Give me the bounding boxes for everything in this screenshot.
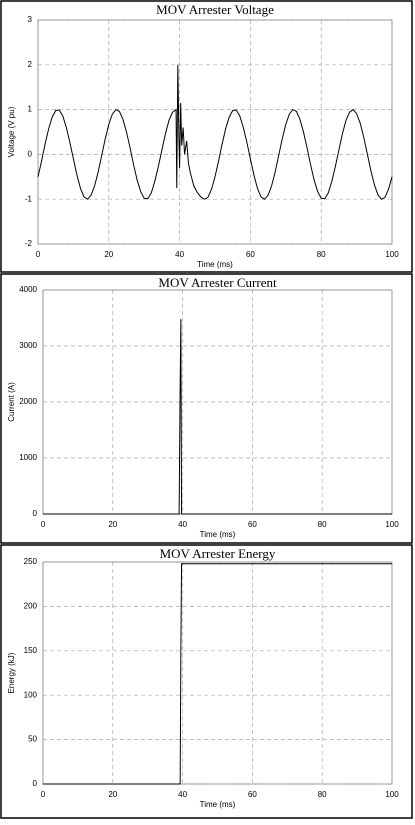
panel-border: [0, 544, 413, 819]
panel-border: [0, 0, 413, 273]
y-tick-label: 1000: [19, 453, 37, 462]
data-line: [43, 563, 392, 785]
x-tick-label: 40: [178, 520, 187, 529]
y-tick-label: 150: [24, 646, 38, 655]
x-tick-label: 80: [318, 790, 327, 799]
x-tick-label: 20: [108, 520, 117, 529]
y-tick-label: 250: [24, 557, 38, 566]
y-axis-label: Energy (kJ): [7, 652, 16, 693]
x-tick-label: 60: [248, 520, 257, 529]
y-tick-label: 50: [28, 735, 37, 744]
chart-title: MOV Arrester Voltage: [156, 2, 274, 17]
x-axis-label: Time (ms): [200, 800, 236, 809]
data-line: [43, 319, 392, 515]
x-tick-label: 0: [41, 520, 46, 529]
y-tick-label: 2: [28, 60, 33, 69]
y-tick-label: 4000: [19, 285, 37, 294]
chart-title: MOV Arrester Energy: [160, 546, 276, 561]
x-tick-label: 20: [104, 250, 113, 259]
x-tick-label: 60: [248, 790, 257, 799]
x-axis-label: Time (ms): [197, 260, 233, 269]
y-axis-label: Voltage (V pu): [7, 106, 16, 157]
x-tick-label: 80: [317, 250, 326, 259]
y-tick-label: 0: [33, 779, 38, 788]
plot-frame: [37, 19, 393, 245]
y-tick-label: -1: [25, 194, 33, 203]
x-tick-label: 100: [385, 250, 399, 259]
y-tick-label: 3: [28, 15, 33, 24]
data-line: [37, 64, 393, 200]
y-tick-label: 3000: [19, 341, 37, 350]
x-tick-label: 40: [178, 790, 187, 799]
x-tick-label: 100: [385, 520, 399, 529]
y-tick-label: 0: [33, 509, 38, 518]
x-tick-label: 60: [246, 250, 255, 259]
x-tick-label: 0: [36, 250, 41, 259]
y-tick-label: 100: [24, 690, 38, 699]
chart-title: MOV Arrester Current: [158, 275, 277, 290]
x-axis-label: Time (ms): [200, 530, 236, 539]
x-tick-label: 100: [385, 790, 399, 799]
y-tick-label: 1: [28, 105, 33, 114]
x-tick-label: 0: [41, 790, 46, 799]
y-tick-label: 0: [28, 150, 33, 159]
y-axis-label: Current (A): [7, 382, 16, 422]
y-tick-label: 200: [24, 602, 38, 611]
plot-frame: [42, 561, 393, 785]
x-tick-label: 40: [175, 250, 184, 259]
x-tick-label: 80: [318, 520, 327, 529]
panel-border: [0, 273, 413, 544]
y-tick-label: -2: [25, 239, 33, 248]
x-tick-label: 20: [108, 790, 117, 799]
y-tick-label: 2000: [19, 397, 37, 406]
